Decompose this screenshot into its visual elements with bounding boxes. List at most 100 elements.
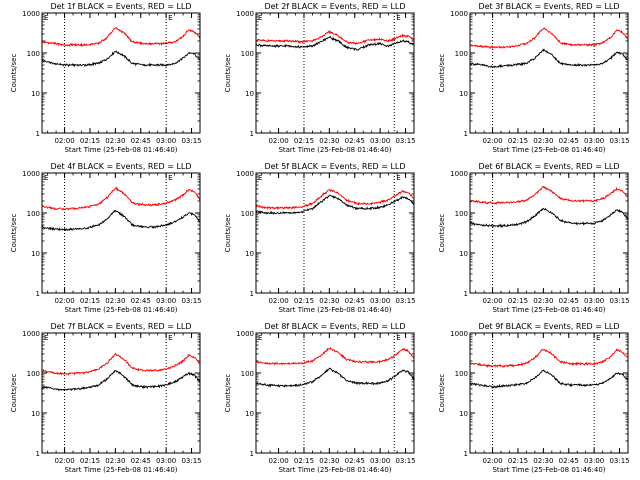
time-marker-label: E (396, 174, 400, 182)
y-tick-label: 1 (250, 450, 254, 458)
panel-title: Det 8f BLACK = Events, RED = LLD (264, 322, 405, 331)
series-line-events (255, 35, 415, 51)
plot-frame (255, 172, 415, 294)
panel-title: Det 2f BLACK = Events, RED = LLD (264, 2, 405, 11)
panel-det-5: Det 5f BLACK = Events, RED = LLDEE110100… (224, 162, 416, 314)
y-axis-label: Counts/sec (224, 374, 232, 413)
y-tick-label: 1000 (450, 170, 468, 178)
x-tick-label: 02:45 (559, 457, 579, 465)
x-tick-label: 02:30 (105, 137, 125, 145)
x-axis-label: Start Time (25-Feb-08 01:46:40) (64, 306, 177, 314)
x-tick-label: 03:00 (370, 297, 390, 305)
plot-frame (469, 12, 629, 134)
corner-label: E (258, 174, 262, 182)
y-tick-label: 10 (245, 410, 254, 418)
series-line-events (255, 194, 415, 216)
x-tick-label: 02:45 (345, 137, 365, 145)
x-tick-label: 02:00 (268, 457, 288, 465)
plot-frame (255, 12, 415, 134)
x-tick-label: 02:15 (508, 297, 528, 305)
x-tick-label: 03:00 (370, 457, 390, 465)
time-marker-label: E (396, 14, 400, 22)
x-tick-label: 02:15 (294, 137, 314, 145)
x-tick-label: 02:30 (319, 137, 339, 145)
x-axis-label: Start Time (25-Feb-08 01:46:40) (64, 146, 177, 154)
x-tick-label: 02:00 (268, 297, 288, 305)
x-tick-label: 02:30 (533, 297, 553, 305)
x-tick-label: 03:15 (181, 457, 201, 465)
y-tick-label: 10 (459, 250, 468, 258)
panel-det-7: Det 7f BLACK = Events, RED = LLDEE110100… (10, 322, 202, 474)
x-tick-label: 03:15 (609, 297, 629, 305)
series-line-lld (41, 27, 201, 48)
x-tick-label: 02:45 (131, 457, 151, 465)
y-axis-label: Counts/sec (10, 54, 18, 93)
plot-frame (255, 332, 415, 454)
panel-det-4: Det 4f BLACK = Events, RED = LLDEE110100… (10, 162, 202, 314)
plot-frame (41, 332, 201, 454)
series-line-lld (41, 186, 201, 211)
y-tick-label: 1 (250, 290, 254, 298)
x-tick-label: 03:00 (584, 297, 604, 305)
y-tick-label: 100 (27, 370, 40, 378)
y-axis-label: Counts/sec (10, 374, 18, 413)
plot-frame (41, 172, 201, 294)
y-tick-label: 10 (31, 410, 40, 418)
series-line-events (255, 367, 415, 388)
y-tick-label: 10 (459, 90, 468, 98)
y-tick-label: 1000 (236, 330, 254, 338)
x-tick-label: 03:15 (395, 137, 415, 145)
x-tick-label: 02:30 (533, 457, 553, 465)
panel-det-1: Det 1f BLACK = Events, RED = LLDEE110100… (10, 2, 202, 154)
x-tick-label: 02:15 (80, 137, 100, 145)
x-tick-label: 02:45 (559, 137, 579, 145)
x-tick-label: 02:30 (105, 457, 125, 465)
x-axis-label: Start Time (25-Feb-08 01:46:40) (278, 306, 391, 314)
panel-det-9: Det 9f BLACK = Events, RED = LLD E 1 10 100 1… (438, 322, 630, 474)
y-tick-label: 1000 (22, 330, 40, 338)
x-tick-label: 03:00 (584, 457, 604, 465)
x-tick-label: 02:15 (80, 297, 100, 305)
time-marker-label: E (596, 334, 600, 342)
y-tick-label: 100 (455, 50, 468, 58)
series-line-lld (255, 29, 415, 46)
panel-title: Det 5f BLACK = Events, RED = LLD (264, 162, 405, 171)
x-tick-label: 02:00 (482, 457, 502, 465)
y-tick-label: 1 (36, 130, 40, 138)
x-tick-label: 02:30 (105, 297, 125, 305)
corner-label: E (44, 14, 48, 22)
y-tick-label: 1 (464, 450, 468, 458)
x-axis-label: Start Time (25-Feb-08 01:46:40) (278, 466, 391, 474)
series-line-events (469, 48, 629, 69)
x-tick-label: 03:15 (181, 137, 201, 145)
y-tick-label: 1 (36, 450, 40, 458)
x-tick-label: 02:15 (294, 297, 314, 305)
x-tick-label: 02:15 (80, 457, 100, 465)
plot-frame (469, 172, 629, 294)
series-line-events (469, 369, 629, 389)
series-line-lld (255, 188, 415, 210)
panel-title: Det 4f BLACK = Events, RED = LLD (50, 162, 191, 171)
x-tick-label: 02:00 (54, 297, 74, 305)
time-marker-label: E (396, 334, 400, 342)
plot-frame (41, 12, 201, 134)
x-tick-label: 03:15 (395, 297, 415, 305)
y-tick-label: 1 (464, 290, 468, 298)
corner-label: E (44, 174, 48, 182)
y-tick-label: 1 (36, 290, 40, 298)
y-tick-label: 1000 (22, 10, 40, 18)
x-tick-label: 02:15 (508, 457, 528, 465)
corner-label: E (258, 334, 262, 342)
x-tick-label: 03:00 (370, 137, 390, 145)
panel-title: Det 1f BLACK = Events, RED = LLD (50, 2, 191, 11)
y-tick-label: 1 (464, 130, 468, 138)
time-marker-label: E (168, 14, 172, 22)
x-tick-label: 02:45 (345, 297, 365, 305)
panel-det-3: Det 3f BLACK = Events, RED = LLD 1 10 100 10… (438, 2, 630, 154)
y-tick-label: 10 (245, 250, 254, 258)
series-line-events (41, 50, 201, 68)
y-tick-label: 10 (31, 90, 40, 98)
y-axis-label: Counts/sec (438, 214, 446, 253)
time-marker-label: E (168, 334, 172, 342)
